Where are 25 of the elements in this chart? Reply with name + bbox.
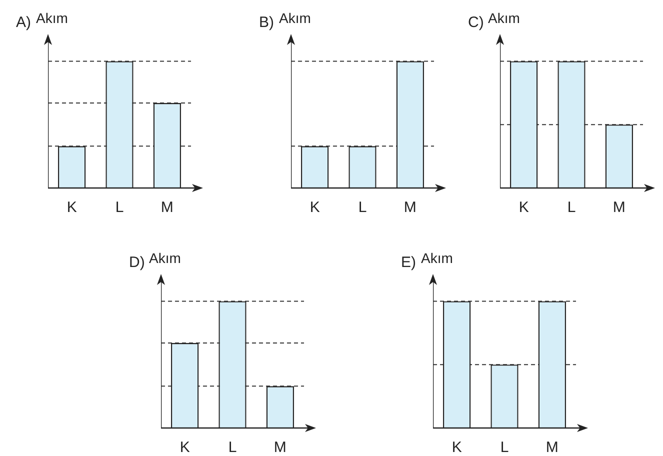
x-tick-label: K <box>518 199 529 216</box>
x-tick-label: M <box>160 199 174 216</box>
x-tick-label: K <box>452 439 462 456</box>
chart-title: A) <box>16 14 31 31</box>
chart-title: B) <box>259 14 274 31</box>
x-tick-label: M <box>274 439 286 456</box>
x-tick-label: K <box>310 199 320 216</box>
y-axis-title: Akım <box>149 250 181 266</box>
x-tick-label: L <box>358 199 367 216</box>
y-axis-title: Akım <box>488 10 520 26</box>
chart-title: E) <box>401 254 416 271</box>
chart-title: D) <box>129 254 145 271</box>
x-tick-label: K <box>66 199 77 216</box>
chart-title: C) <box>468 14 484 31</box>
x-tick-label: L <box>115 199 124 216</box>
x-tick-label: M <box>404 199 416 216</box>
x-tick-label: L <box>567 199 576 216</box>
x-tick-label: L <box>228 439 237 456</box>
x-tick-label: M <box>612 199 626 216</box>
x-tick-label: M <box>546 439 558 456</box>
y-axis-title: Akım <box>36 10 68 26</box>
y-axis-title: Akım <box>279 10 311 26</box>
x-tick-label: L <box>500 439 509 456</box>
y-axis-title: Akım <box>421 250 453 266</box>
x-tick-label: K <box>180 439 190 456</box>
